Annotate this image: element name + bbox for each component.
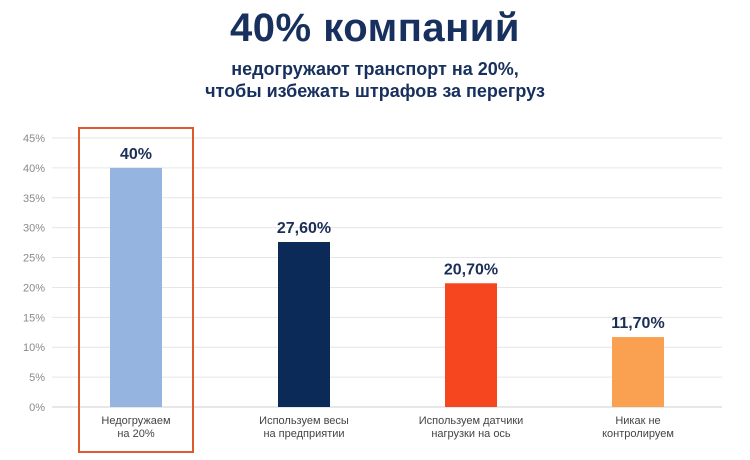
y-tick-label: 40%: [23, 163, 45, 175]
bar: [612, 337, 664, 407]
page-subtitle: недогружают транспорт на 20%, чтобы избе…: [0, 58, 750, 102]
highlight-frame: [78, 127, 194, 453]
y-tick-label: 30%: [23, 223, 45, 235]
y-tick-label: 10%: [23, 342, 45, 354]
subtitle-line-2: чтобы избежать штрафов за перегруз: [205, 81, 545, 101]
y-tick-label: 5%: [29, 372, 45, 384]
y-tick-label: 35%: [23, 193, 45, 205]
data-label: 40%: [120, 146, 152, 163]
category-label: контролируем: [602, 428, 674, 440]
bar: [110, 167, 162, 407]
category-label: Используем весы: [259, 415, 349, 427]
y-tick-label: 45%: [23, 133, 45, 145]
category-label: на предприятии: [263, 428, 344, 440]
category-label: нагрузки на ось: [431, 428, 511, 440]
subtitle-line-1: недогружают транспорт на 20%,: [231, 59, 519, 79]
bar: [278, 242, 330, 407]
bar: [445, 283, 497, 407]
data-label: 11,70%: [611, 315, 664, 332]
category-label: Никак не: [615, 415, 660, 427]
category-label: Недогружаем: [101, 415, 170, 427]
data-label: 20,70%: [444, 261, 498, 278]
page-title: 40% компаний: [230, 6, 520, 50]
y-tick-label: 15%: [23, 312, 45, 324]
y-tick-label: 20%: [23, 282, 45, 294]
category-label: Используем датчики: [419, 415, 524, 427]
y-tick-label: 0%: [29, 402, 45, 414]
data-label: 27,60%: [277, 220, 331, 237]
category-label: на 20%: [117, 428, 154, 440]
y-tick-label: 25%: [23, 253, 45, 265]
